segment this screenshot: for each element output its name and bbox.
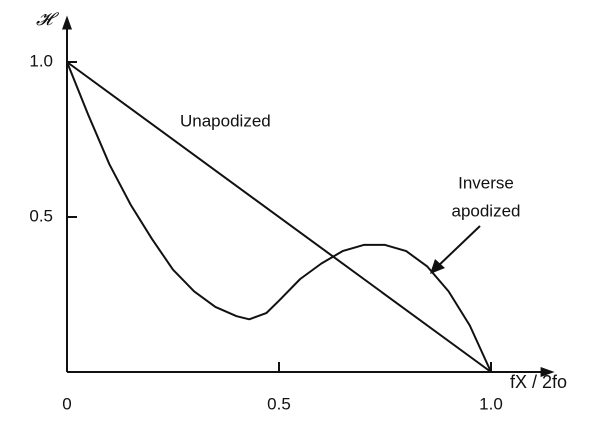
x-axis-arrow bbox=[540, 367, 555, 377]
x-tick-label: 0.5 bbox=[267, 394, 291, 413]
line bbox=[66, 61, 492, 373]
annotation: Inverse bbox=[458, 173, 514, 192]
y-tick-label: 0.5 bbox=[29, 206, 53, 225]
annotation-arrow bbox=[435, 225, 481, 269]
arrow-head bbox=[430, 259, 445, 274]
annotation: apodized bbox=[451, 201, 520, 220]
x-axis-label: fX / 2fo bbox=[510, 372, 567, 392]
x-tick-label: 1.0 bbox=[479, 394, 503, 413]
annotation: Unapodized bbox=[180, 111, 271, 130]
line bbox=[66, 61, 492, 373]
y-tick-label: 1.0 bbox=[29, 51, 53, 70]
y-axis-arrow bbox=[62, 15, 72, 30]
y-axis-label: 𝓗 bbox=[36, 9, 60, 30]
x-tick-label: 0 bbox=[62, 394, 71, 413]
